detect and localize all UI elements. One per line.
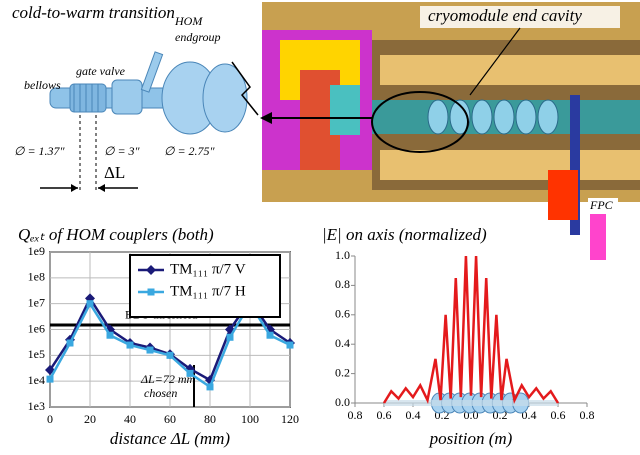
x-tick-label: 0 (47, 412, 53, 426)
y-tick-label: 0.2 (335, 365, 350, 379)
hom-coupler (140, 51, 164, 93)
cut-mark (231, 61, 259, 116)
point (166, 351, 174, 359)
x-axis-title: position (m) (429, 429, 513, 448)
pipe (49, 87, 171, 109)
label: ΔL (104, 163, 125, 182)
legend-marker (146, 265, 156, 275)
point (86, 300, 94, 308)
transition-illustration: cold-to-warm transition bellows gate val… (12, 3, 259, 192)
chart-title: |E| on axis (normalized) (322, 225, 487, 244)
chosen-label: chosen (144, 386, 177, 400)
legend-label: TM₁₁₁ π/7 H (170, 283, 246, 299)
label-bg (420, 6, 620, 28)
chart: Qₑₓₜ of HOM couplers (both) distance ΔL (… (18, 225, 299, 448)
point (186, 369, 194, 377)
bellows-ridges (73, 84, 99, 112)
module-part (548, 170, 578, 220)
leader (469, 27, 521, 96)
point (126, 341, 134, 349)
label: FPC (589, 198, 614, 212)
point (266, 331, 274, 339)
chart-title: Qₑₓₜ of HOM couplers (both) (18, 225, 214, 244)
point (66, 339, 74, 347)
x-tick-label: 100 (241, 412, 259, 426)
x-tick-label: 0.4 (406, 408, 421, 422)
diagram-title: cold-to-warm transition (12, 3, 175, 22)
x-axis-title: distance ΔL (mm) (110, 429, 230, 448)
label: bellows (24, 78, 61, 92)
y-tick-label: 1e9 (28, 244, 45, 258)
y-tick-label: 1e3 (28, 399, 45, 413)
dim-line (79, 115, 97, 190)
module-part (330, 85, 360, 135)
x-tick-label: 0.8 (580, 408, 595, 422)
point (206, 383, 214, 391)
label: gate valve (76, 64, 126, 78)
x-tick-label: 0.6 (551, 408, 566, 422)
y-tick-label: 1e5 (28, 347, 45, 361)
x-tick-label: 120 (281, 412, 299, 426)
series-line (382, 255, 560, 404)
point (286, 341, 294, 349)
legend-label: TM₁₁₁ π/7 V (170, 261, 246, 277)
label: HOM (174, 14, 203, 28)
label: cryomodule end cavity (428, 6, 582, 25)
legend-marker (147, 288, 155, 296)
highlight-ellipse (371, 91, 469, 153)
cell-shape (202, 63, 248, 133)
chosen-label: ΔL=72 mm (140, 372, 195, 386)
point (226, 333, 234, 341)
y-tick-label: 0.4 (335, 336, 350, 350)
y-tick-label: 1.0 (335, 248, 350, 262)
label: ∅ = 1.37″ (14, 144, 66, 158)
x-tick-label: 0.6 (377, 408, 392, 422)
label: ∅ = 3″ (104, 144, 141, 158)
x-tick-label: 40 (124, 412, 136, 426)
module-part (380, 150, 640, 180)
x-tick-label: 0.8 (348, 408, 363, 422)
y-tick-label: 1e4 (28, 373, 45, 387)
y-tick-label: 0.0 (335, 395, 350, 409)
module-part (590, 205, 606, 260)
x-tick-label: 60 (164, 412, 176, 426)
chart: |E| on axis (normalized)position (m)0.00… (322, 225, 595, 448)
fpc-shape (570, 95, 580, 235)
cells (427, 99, 559, 135)
y-tick-label: 1e7 (28, 295, 45, 309)
valve-shape (111, 79, 143, 115)
x-tick-label: 80 (204, 412, 216, 426)
point (46, 375, 54, 383)
cryomodule-illustration: cryomodule end cavity FPC (260, 2, 640, 260)
label-bg (588, 198, 618, 214)
beam-pipe (384, 400, 558, 406)
y-tick-label: 1e8 (28, 270, 45, 284)
arrow-head (71, 184, 105, 192)
arrow-head (260, 112, 272, 124)
point (106, 331, 114, 339)
label: ∅ = 2.75″ (164, 144, 216, 158)
label: endgroup (175, 30, 221, 44)
y-tick-label: 0.8 (335, 277, 350, 291)
module-part (380, 55, 640, 85)
cavity-cells (384, 392, 558, 414)
x-tick-label: 20 (84, 412, 96, 426)
point (146, 346, 154, 354)
legend-box (129, 254, 281, 318)
bellows-shape (69, 83, 107, 113)
y-tick-label: 0.6 (335, 307, 350, 321)
y-tick-label: 1e6 (28, 321, 45, 335)
